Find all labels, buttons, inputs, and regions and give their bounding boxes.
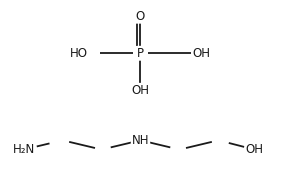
Text: P: P	[137, 47, 144, 60]
Text: O: O	[136, 10, 145, 23]
Text: NH: NH	[132, 134, 149, 147]
Text: OH: OH	[193, 47, 211, 60]
Text: OH: OH	[246, 143, 264, 156]
Text: H₂N: H₂N	[13, 143, 35, 156]
Text: OH: OH	[132, 84, 149, 97]
Text: HO: HO	[70, 47, 88, 60]
